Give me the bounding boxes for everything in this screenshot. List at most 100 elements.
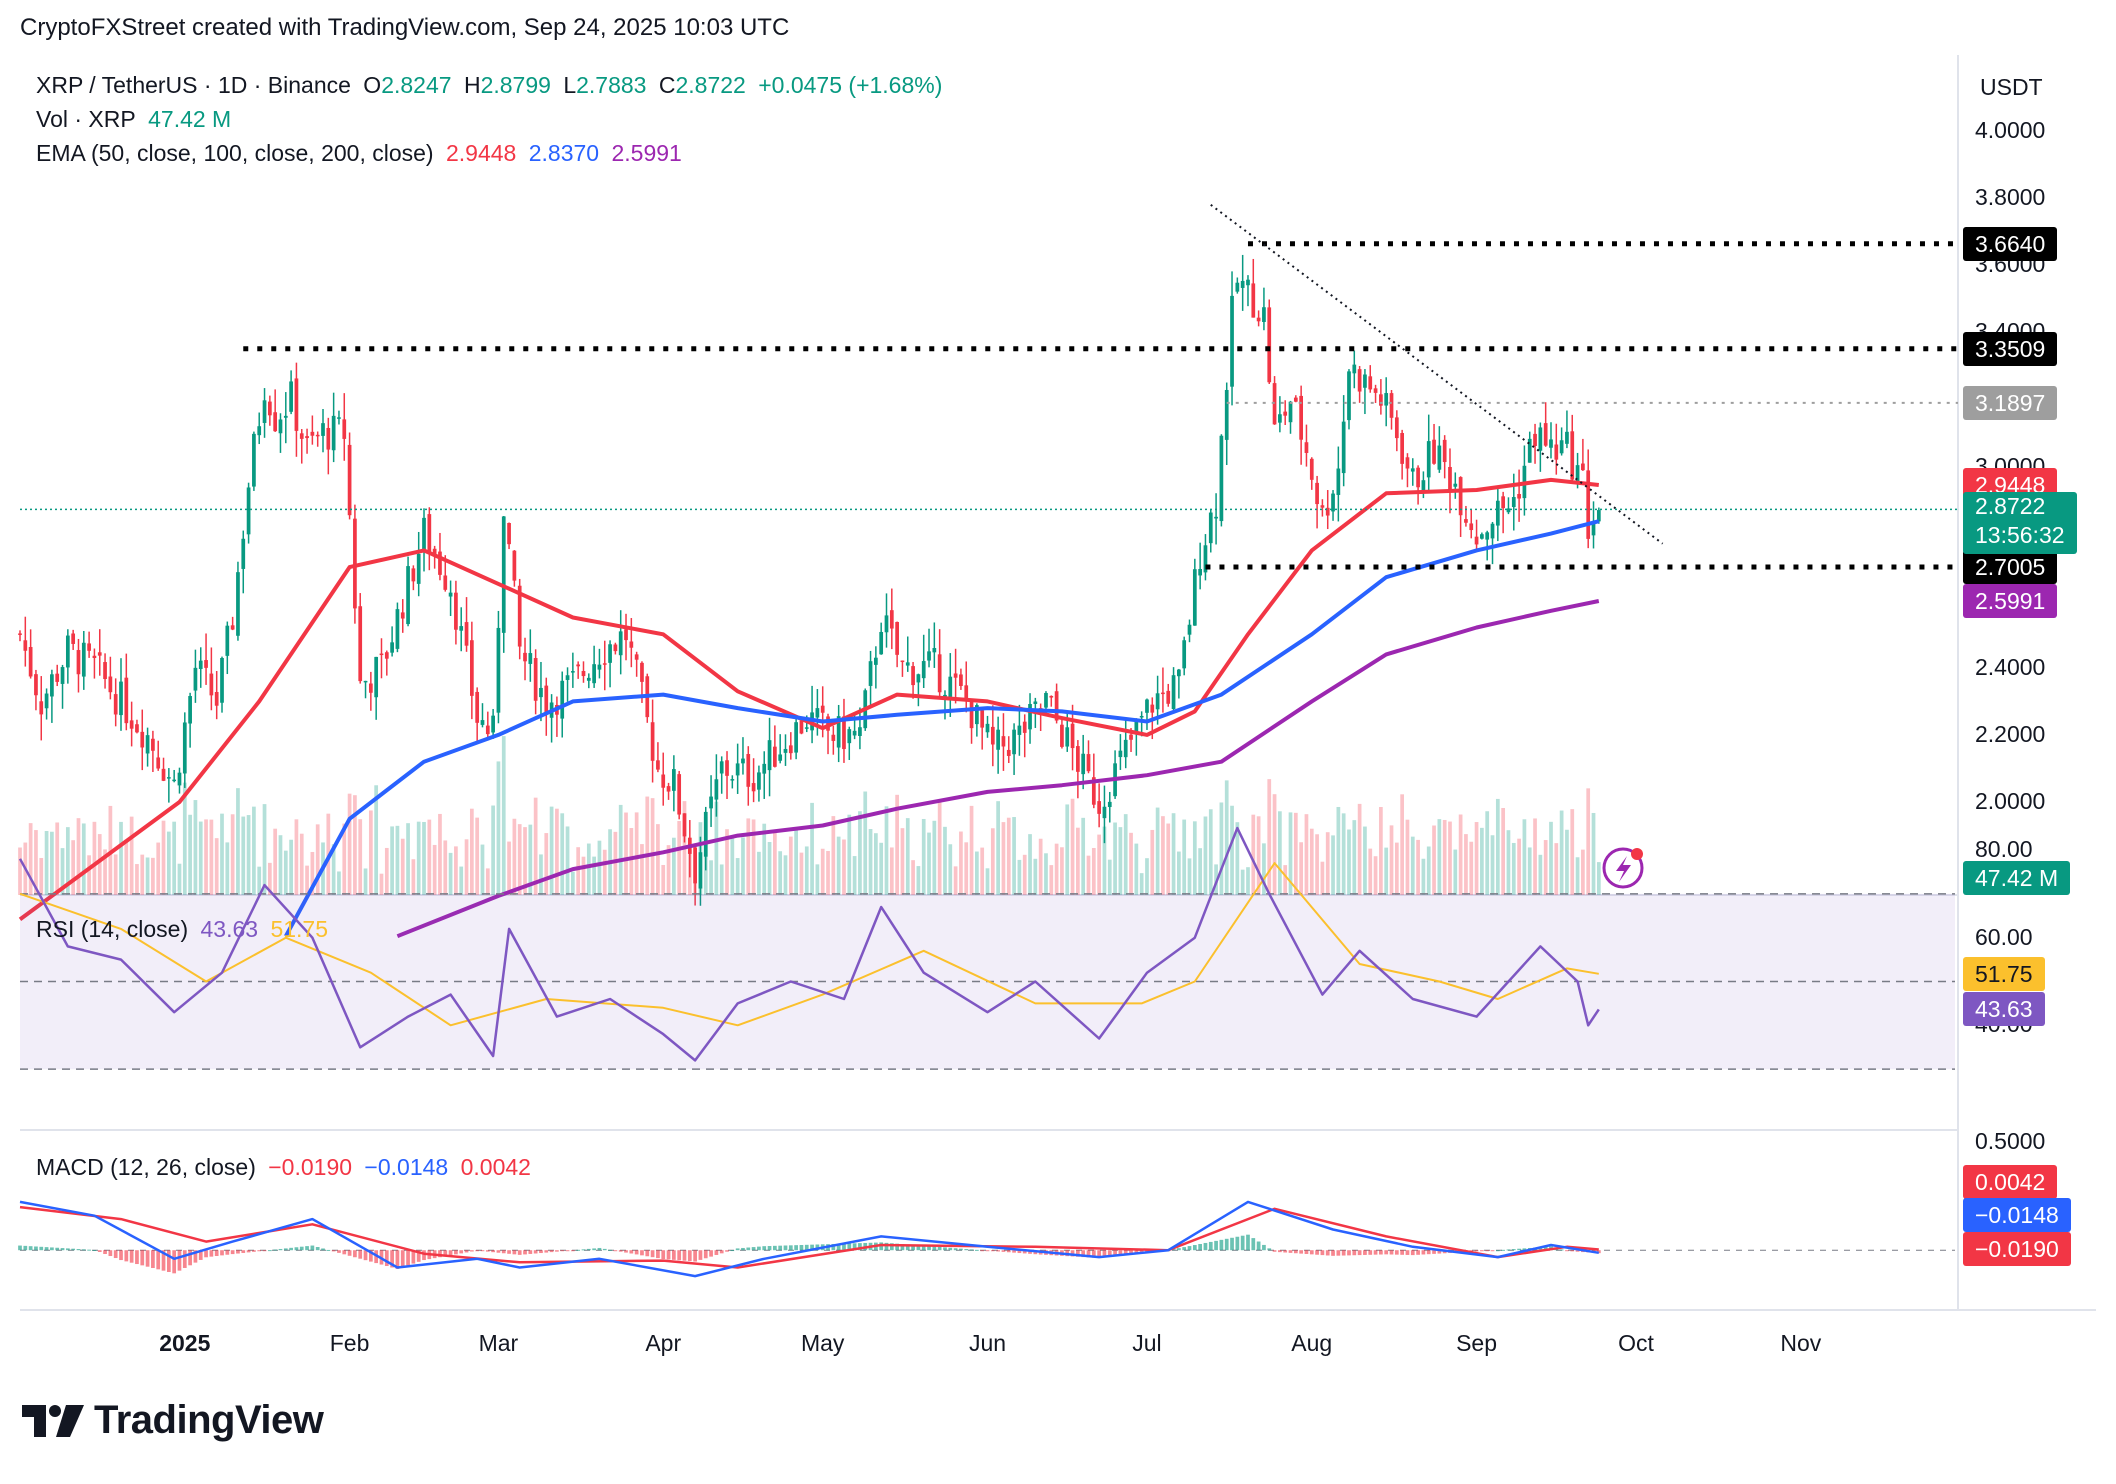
volume-bar	[1145, 858, 1149, 895]
volume-bar	[1097, 834, 1101, 895]
candle-body	[911, 666, 915, 686]
candle-body	[586, 677, 591, 681]
candle-body	[1123, 739, 1128, 758]
volume-bar	[1517, 838, 1521, 895]
volume-bar	[485, 868, 490, 895]
volume-bar	[927, 832, 931, 895]
macd-histogram-bar	[1198, 1243, 1202, 1251]
volume-bar	[1060, 847, 1064, 895]
volume-bar	[140, 854, 145, 895]
volume-bar	[847, 814, 852, 895]
rsi-label[interactable]: RSI (14, close)	[36, 916, 189, 942]
macd-histogram-bar	[166, 1250, 171, 1272]
macd-histogram-bar	[751, 1247, 756, 1251]
macd-histogram-bar	[523, 1250, 527, 1255]
tradingview-logo-icon	[22, 1404, 84, 1437]
volume-bar	[725, 829, 729, 895]
volume-bar	[156, 842, 161, 895]
candle-body	[454, 592, 458, 630]
macd-histogram-bar	[937, 1246, 942, 1251]
macd-histogram-bar	[1272, 1250, 1277, 1252]
tradingview-brand[interactable]: TradingView	[22, 1398, 324, 1443]
candle-body	[900, 660, 905, 663]
volume-bar	[422, 821, 426, 895]
volume-bar	[634, 812, 639, 895]
candle-body	[1426, 441, 1431, 478]
candle-body	[177, 772, 182, 786]
volume-bar	[959, 831, 963, 895]
volume-bar	[597, 840, 602, 895]
volume-bar	[273, 828, 278, 895]
candle-body	[1304, 442, 1309, 453]
macd-histogram-bar	[831, 1243, 836, 1251]
candle-body	[44, 693, 49, 709]
macd-histogram-bar	[1331, 1250, 1335, 1256]
volume-bar	[416, 821, 421, 895]
candle-body	[794, 722, 798, 753]
volume-bar	[1182, 819, 1187, 895]
volume-bar	[730, 835, 735, 895]
volume-bar	[342, 823, 347, 895]
candle-body	[1416, 467, 1420, 488]
volume-bar	[113, 854, 118, 895]
volume-bar	[411, 859, 416, 895]
ohlc-legend: XRP / TetherUS · 1D · Binance O2.8247 H2…	[36, 72, 948, 99]
volume-label[interactable]: Vol · XRP	[36, 106, 136, 132]
macd-signal-value: 0.0042	[460, 1154, 531, 1180]
macd-histogram-bar	[1177, 1248, 1181, 1251]
volume-bar	[953, 866, 958, 895]
volume-bar	[1538, 854, 1543, 895]
macd-histogram-bar	[1559, 1249, 1564, 1251]
candle-body	[905, 662, 910, 666]
symbol-title[interactable]: XRP / TetherUS · 1D · Binance	[36, 72, 351, 98]
candle-body	[1474, 536, 1479, 545]
macd-histogram-bar	[1006, 1250, 1011, 1253]
volume-bar	[1161, 816, 1165, 895]
volume-bar	[480, 844, 485, 895]
lightning-alert-icon[interactable]	[1602, 847, 1644, 889]
candle-body	[384, 652, 389, 659]
candle-body	[1357, 369, 1362, 392]
volume-bar	[1575, 857, 1580, 895]
macd-histogram-bar	[65, 1248, 70, 1251]
volume-bar	[65, 827, 70, 895]
volume-bar	[1325, 832, 1330, 895]
volume-bar	[44, 830, 49, 895]
volume-bar	[586, 843, 591, 895]
currency-label[interactable]: USDT	[1980, 74, 2043, 100]
candle-body	[1442, 439, 1447, 463]
macd-histogram-bar	[1373, 1250, 1378, 1255]
ema50-value: 2.9448	[445, 140, 517, 166]
macd-histogram-bar	[1400, 1250, 1405, 1255]
macd-histogram-bar	[1357, 1250, 1362, 1256]
volume-bar	[1379, 807, 1383, 895]
macd-histogram-bar	[990, 1250, 995, 1252]
ema-label[interactable]: EMA (50, close, 100, close, 200, close)	[36, 140, 434, 166]
macd-histogram-bar	[1299, 1250, 1304, 1254]
macd-histogram-bar	[735, 1248, 740, 1251]
candle-body	[656, 760, 660, 770]
time-axis-label: Apr	[645, 1330, 682, 1356]
macd-histogram-bar	[44, 1247, 49, 1251]
candle-body	[937, 654, 942, 693]
volume-bar	[714, 801, 719, 895]
candle-body	[1299, 395, 1304, 440]
macd-label[interactable]: MACD (12, 26, close)	[36, 1154, 256, 1180]
volume-legend: Vol · XRP 47.42 M	[36, 106, 237, 133]
candle-body	[480, 720, 485, 725]
candle-body	[1107, 801, 1112, 808]
volume-bar	[220, 813, 224, 895]
macd-histogram-bar	[464, 1250, 469, 1253]
volume-bar	[331, 844, 336, 895]
time-axis-label: Aug	[1291, 1330, 1333, 1356]
candle-body	[310, 431, 315, 436]
candle-body	[996, 729, 1000, 750]
volume-bar	[889, 847, 894, 895]
candle-body	[1022, 721, 1027, 733]
volume-bar	[39, 857, 44, 895]
time-axis-label: Nov	[1780, 1330, 1822, 1356]
macd-histogram-bar	[145, 1250, 150, 1267]
candle-body	[1145, 699, 1149, 713]
volume-bar	[1288, 812, 1293, 895]
